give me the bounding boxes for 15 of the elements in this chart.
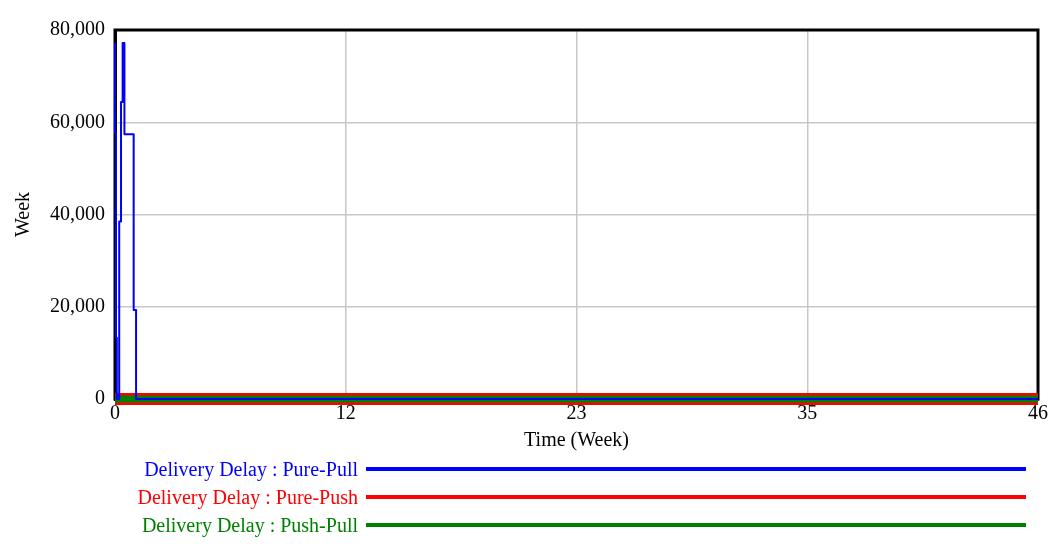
- y-tick-label: 80,000: [50, 17, 105, 40]
- y-tick-label: 40,000: [50, 201, 105, 224]
- x-tick-label: 0: [110, 401, 120, 424]
- x-axis-title: Time (Week): [524, 428, 629, 452]
- x-tick-label: 35: [797, 401, 818, 424]
- y-axis-title: Week: [11, 191, 34, 238]
- y-tick-label: 20,000: [50, 294, 105, 316]
- x-tick-label: 23: [566, 401, 587, 424]
- text: Delivery Delay : Pure-Pull: [143, 457, 359, 481]
- x-tick-label: 46: [1028, 401, 1048, 424]
- x-tick-label: 12: [335, 401, 356, 424]
- y-tick-label: 60,000: [50, 109, 105, 132]
- y-tick-label: 0: [95, 386, 105, 409]
- text: Delivery Delay : Pure-Push: [136, 485, 359, 509]
- text: Delivery Delay : Push-Pull: [140, 513, 359, 537]
